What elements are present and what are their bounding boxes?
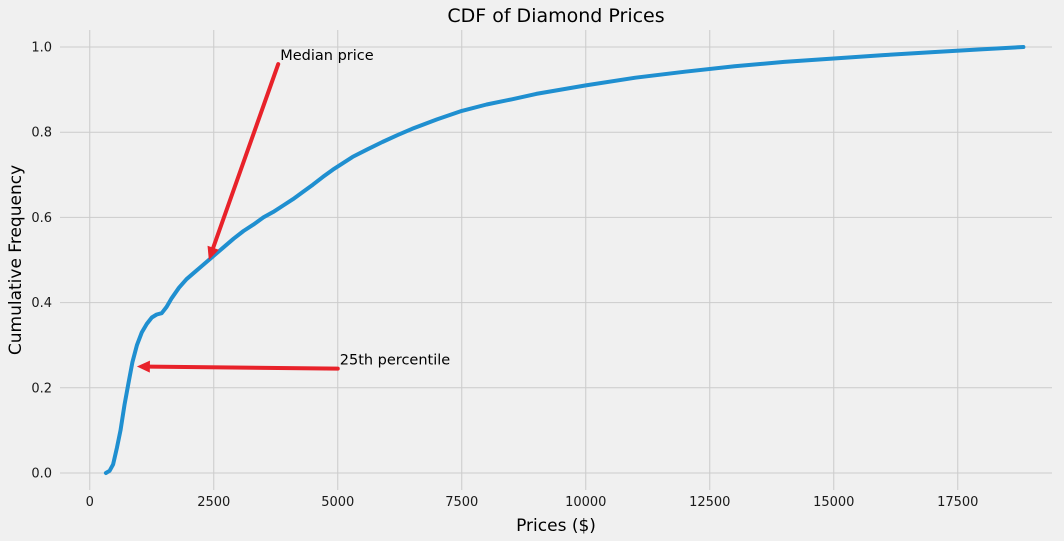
- tick-label-layer: 0 2500 5000 7500 10000 12500 15000 17500 0.0 0.2 0…: [31, 41, 978, 510]
- chart-title: CDF of Diamond Prices: [447, 5, 664, 27]
- y-tick-label: 1.0: [31, 41, 52, 56]
- y-tick-label: 0.2: [31, 381, 52, 396]
- annotation-label: 25th percentile: [340, 353, 451, 369]
- y-axis-label: Cumulative Frequency: [6, 165, 26, 355]
- annotation-layer: Median price 25th percentile: [136, 48, 451, 373]
- x-tick-label: 7500: [445, 495, 478, 510]
- x-tick-label: 5000: [321, 495, 354, 510]
- series-layer: [103, 45, 1026, 475]
- x-tick-label: 0: [86, 495, 94, 510]
- y-tick-label: 0.4: [31, 296, 52, 311]
- annotation-label: Median price: [280, 48, 374, 64]
- x-axis-label: Prices ($): [516, 516, 596, 536]
- y-tick-label: 0.6: [31, 211, 52, 226]
- annotation-arrowhead: [207, 245, 219, 260]
- y-tick-label: 0.0: [31, 466, 52, 481]
- x-tick-label: 10000: [565, 495, 606, 510]
- x-tick-label: 12500: [689, 495, 730, 510]
- x-tick-label: 2500: [197, 495, 230, 510]
- annotation-arrow: [211, 62, 281, 250]
- annotation-arrow: [147, 364, 340, 371]
- cdf-line: [103, 45, 1026, 475]
- x-tick-label: 15000: [813, 495, 854, 510]
- y-tick-label: 0.8: [31, 126, 52, 141]
- x-tick-label: 17500: [937, 495, 978, 510]
- annotation-arrowhead: [136, 360, 150, 373]
